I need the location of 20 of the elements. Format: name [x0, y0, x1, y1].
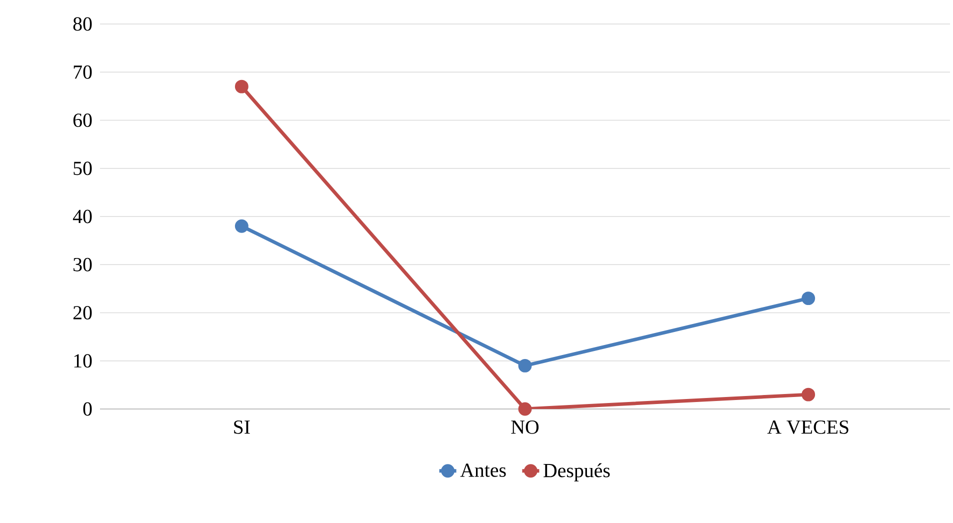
y-tick-label: 10: [74, 354, 92, 368]
x-tick-label: NO: [511, 420, 539, 434]
point: [518, 402, 532, 416]
y-tick-label: 40: [72, 210, 92, 224]
y-tick-label: 0: [83, 402, 92, 416]
y-tick-label: 80: [73, 17, 92, 31]
y-tick-label: 50: [74, 162, 92, 176]
legend-label: Después: [544, 463, 610, 482]
x-tick-label: A VECES: [767, 420, 848, 434]
point: [518, 358, 532, 372]
y-tick-label: 30: [74, 258, 92, 272]
legend-label: Antes: [460, 464, 506, 477]
y-tick-label: 60: [73, 114, 92, 127]
point: [802, 292, 816, 306]
point: [234, 219, 248, 233]
x-tick-label: SI: [234, 420, 250, 434]
y-tick-label: 70: [74, 65, 92, 79]
y-tick-label: 20: [73, 306, 92, 320]
point: [802, 388, 816, 402]
point: [234, 80, 248, 94]
